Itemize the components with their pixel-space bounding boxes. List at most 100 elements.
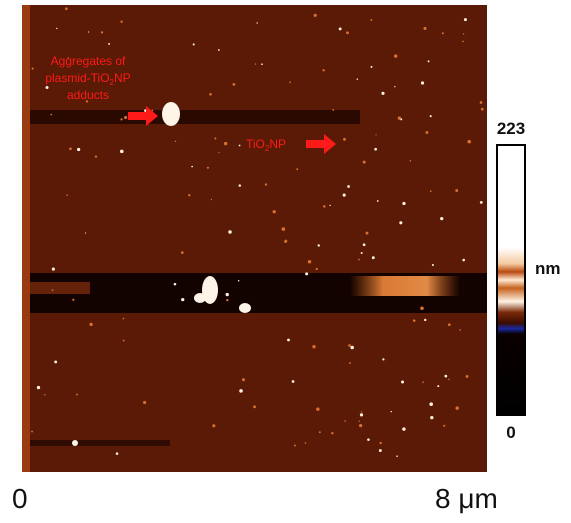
colorbar-unit: nm [535, 259, 561, 278]
particle [390, 411, 391, 412]
text-part: NP [114, 71, 131, 85]
colorbar [497, 145, 525, 415]
particle [239, 145, 241, 147]
particle [174, 283, 177, 286]
particle [224, 142, 227, 145]
particle [442, 32, 444, 34]
text-part: adducts [67, 88, 109, 102]
particle [455, 406, 458, 409]
particle [361, 252, 363, 254]
particle [394, 54, 397, 57]
particle [358, 259, 360, 261]
particle [466, 375, 469, 378]
particle [432, 264, 434, 266]
particle [120, 150, 124, 154]
particle [191, 166, 193, 168]
particle [346, 31, 349, 34]
particle [46, 86, 49, 89]
particle [421, 81, 424, 84]
particle [480, 201, 483, 204]
particle [143, 401, 146, 404]
particle [305, 442, 307, 444]
particle [101, 31, 103, 33]
particle [359, 424, 362, 427]
particle [467, 140, 471, 144]
particle [348, 344, 351, 347]
particle [314, 14, 317, 17]
particle [459, 329, 461, 331]
particle [77, 148, 80, 151]
particle [350, 346, 353, 349]
particle [32, 68, 34, 70]
particle [399, 221, 402, 224]
particle [54, 360, 57, 363]
particle [123, 318, 125, 320]
text-part: Aggregates of [51, 54, 126, 68]
particle [256, 22, 257, 23]
particle [344, 420, 346, 422]
particle [402, 427, 405, 430]
particle [124, 116, 127, 119]
particle [253, 405, 256, 408]
particle [52, 268, 55, 271]
colorbar-max: 223 [497, 119, 525, 138]
particle [349, 362, 351, 364]
particle [265, 183, 267, 185]
particle [339, 27, 342, 30]
particle [394, 86, 395, 87]
particle [332, 109, 334, 111]
particle [312, 345, 315, 348]
annotation: Aggregates of [51, 54, 126, 68]
particle [226, 299, 228, 301]
particle [89, 323, 92, 326]
particle [85, 232, 86, 233]
particle [242, 378, 245, 381]
particle [428, 60, 430, 62]
particle [318, 244, 320, 246]
particle [462, 259, 465, 262]
particle [69, 147, 72, 150]
text-part: TiO [246, 137, 265, 151]
scale-end: 8 μm [435, 483, 498, 514]
colorbar-min: 0 [506, 423, 515, 442]
particle [363, 243, 366, 246]
particle [437, 385, 439, 387]
particle [308, 260, 311, 263]
particle [443, 425, 445, 427]
particle [287, 339, 290, 342]
particle [284, 240, 287, 243]
particle [422, 381, 424, 383]
particle [363, 161, 366, 164]
particle [440, 217, 443, 220]
particle [379, 442, 381, 444]
particle [430, 416, 433, 419]
particle [323, 205, 326, 208]
particle [239, 184, 241, 186]
particle [50, 114, 52, 116]
particle [381, 92, 384, 95]
annotation: plasmid-TiO2NP [45, 71, 130, 87]
particle [175, 141, 176, 142]
particle [370, 19, 372, 21]
particle [379, 449, 382, 452]
scale-start: 0 [12, 483, 28, 514]
particle [120, 21, 122, 23]
particle [289, 81, 291, 83]
particle [316, 268, 318, 270]
particle [375, 134, 376, 135]
particle [361, 411, 362, 412]
particle [116, 452, 119, 455]
particle [65, 7, 68, 10]
particle [37, 386, 40, 389]
particle [420, 307, 424, 311]
particle [232, 83, 235, 86]
particle [480, 101, 483, 104]
particle [423, 27, 426, 30]
particle [211, 199, 212, 200]
particle [255, 63, 256, 64]
particle [331, 432, 333, 434]
particle [430, 190, 432, 192]
particle [402, 202, 405, 205]
text-part: plasmid-TiO [45, 71, 109, 85]
particle [367, 438, 370, 441]
